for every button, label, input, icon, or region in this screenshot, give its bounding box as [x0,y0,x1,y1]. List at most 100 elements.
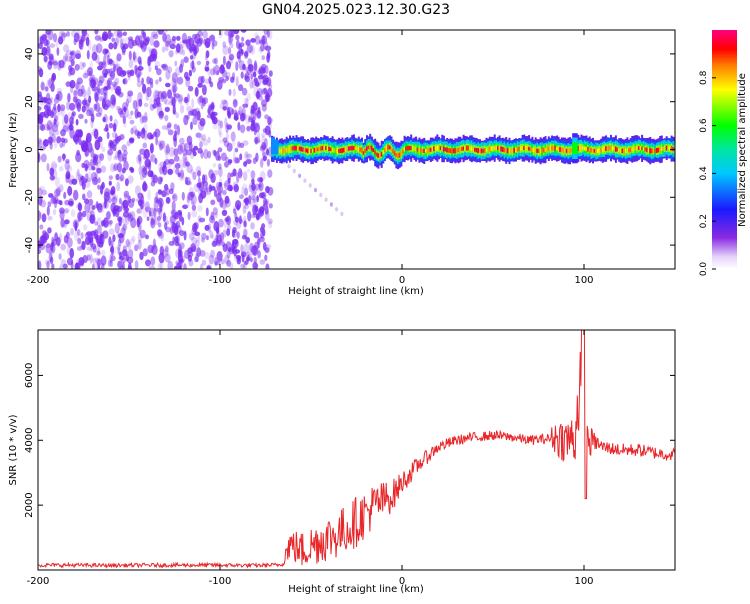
noise-blob [130,110,134,116]
noise-blob [50,109,54,117]
signal-cell [523,146,526,150]
noise-blob [177,144,183,155]
noise-blob [160,93,164,103]
noise-blob [46,43,50,54]
noise-blob [136,208,143,214]
signal-cell [326,146,329,151]
noise-blob [174,236,179,243]
noise-blob [222,137,228,143]
signal-cell [578,146,581,151]
noise-blob [85,173,89,181]
noise-blob [253,62,258,73]
noise-blob [237,55,242,63]
signal-cell [400,151,403,156]
signal-cell [333,147,336,153]
noise-blob [156,96,161,107]
noise-blob [45,30,49,38]
noise-blob [122,245,127,252]
noise-blob [109,260,114,268]
noise-blob [127,241,132,250]
noise-blob [141,115,148,123]
signal-cell [577,146,580,151]
y-tick-label: -20 [24,189,35,205]
signal-cell [470,146,473,152]
noise-blob [210,249,215,258]
noise-blob [84,69,91,77]
signal-cell [292,146,295,151]
noise-blob [168,158,175,165]
noise-blob [142,142,148,149]
signal-cell [557,146,560,152]
noise-blob [256,90,260,100]
noise-blob [174,222,179,231]
noise-blob [150,170,154,178]
noise-blob [250,257,253,263]
noise-blob [220,64,225,71]
noise-blob [165,245,169,253]
noise-blob [178,96,183,105]
noise-blob [255,78,262,87]
signal-cell [347,146,350,151]
noise-blob [181,216,185,226]
signal-cell [428,148,431,153]
noise-blob [244,203,250,210]
noise-blob [235,221,242,229]
y-tick-label: 6000 [24,363,35,388]
signal-cell [385,145,388,151]
noise-blob [47,136,54,144]
noise-blob [195,253,199,263]
noise-blob [171,35,177,42]
noise-blob [117,238,122,247]
noise-blob [152,238,156,249]
noise-blob [219,177,222,186]
noise-blob [235,39,240,49]
signal-cell [605,146,608,151]
noise-blob [233,245,238,257]
noise-blob [175,112,179,119]
noise-blob [96,167,102,174]
noise-blob [143,112,148,120]
noise-blob [263,87,268,95]
noise-blob [74,221,78,232]
noise-blob [165,143,170,154]
noise-blob [160,233,164,242]
noise-blob [136,208,141,214]
noise-blob [132,51,136,61]
noise-blob [52,209,57,216]
noise-blob [158,140,162,147]
noise-blob [179,137,185,145]
noise-blob [152,33,159,40]
noise-blob [45,83,50,93]
noise-blob [58,184,64,193]
noise-blob [188,110,194,116]
noise-blob [241,186,245,197]
noise-blob [122,223,128,231]
signal-cell [511,148,514,153]
noise-blob [102,92,109,102]
noise-blob [94,139,101,151]
noise-blob [234,157,241,164]
noise-blob [50,82,55,92]
noise-blob [100,249,106,256]
noise-blob [138,60,142,67]
noise-blob [239,142,245,148]
noise-blob [224,156,229,162]
signal-cell [307,148,309,154]
noise-blob [101,146,106,153]
noise-blob [172,110,177,115]
signal-cell [334,148,337,153]
noise-blob [95,160,99,166]
x-tick-label: -200 [27,275,50,286]
noise-blob [150,218,156,229]
noise-blob [164,99,171,105]
noise-blob [157,30,164,35]
doppler-tail-point [292,168,296,174]
noise-blob [128,50,132,61]
colorbar-tick-label: 0.2 [699,214,709,228]
noise-blob [102,230,109,239]
signal-cell [351,145,354,151]
noise-blob [69,51,75,56]
signal-cell [649,148,652,154]
noise-blob [94,35,101,41]
noise-blob [216,228,220,239]
